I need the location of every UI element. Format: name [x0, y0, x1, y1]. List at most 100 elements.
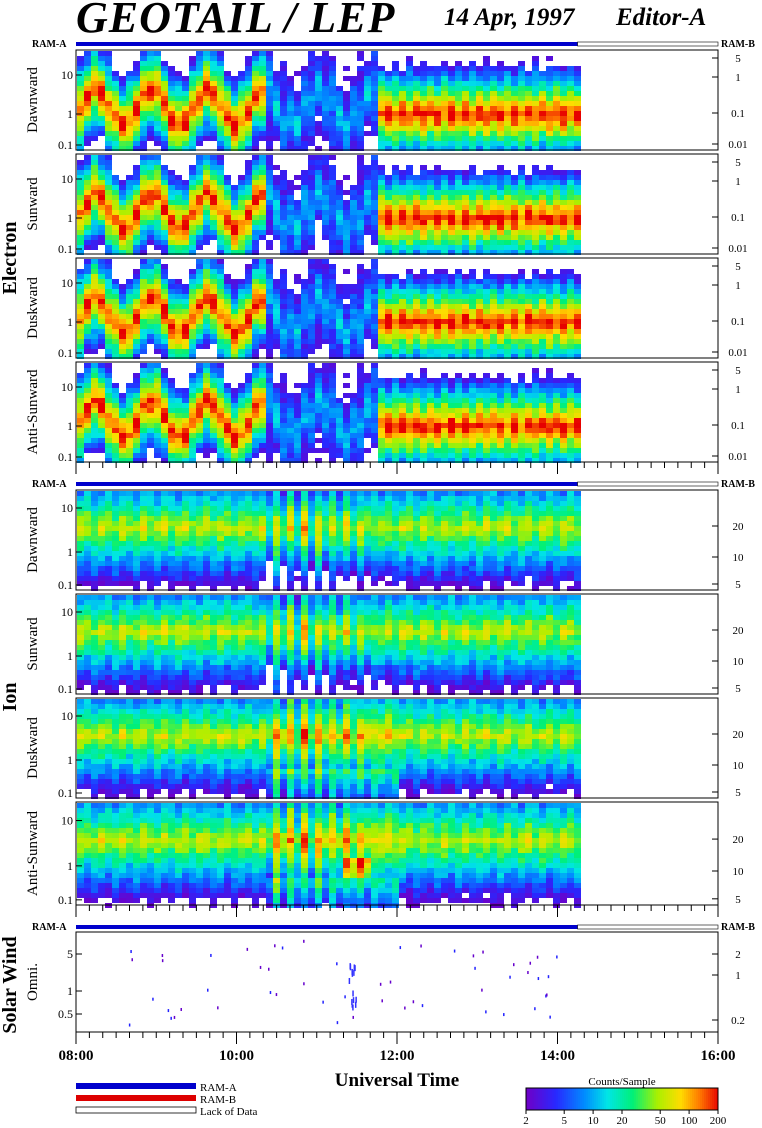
figure-editor: Editor-A: [616, 4, 707, 31]
legend-ram-b-swatch: [76, 1095, 196, 1101]
y-tick-label: 0.1: [58, 346, 73, 360]
spectrogram-cells: [77, 51, 581, 151]
y-tick-label: 0.1: [58, 893, 73, 907]
colorbar-tick-label: 50: [655, 1115, 667, 1127]
y-tick-label: 5: [67, 947, 73, 961]
y2-tick-label: 1: [735, 970, 741, 982]
colorbar-title: Counts/Sample: [588, 1076, 655, 1088]
spectrogram-cells: [77, 259, 581, 359]
legend-ram-a-swatch: [76, 1083, 196, 1089]
ram-b-label: RAM-B: [721, 479, 755, 490]
x-tick-label: 12:00: [380, 1048, 415, 1064]
y-tick-label: 1: [67, 545, 73, 559]
ram-a-label: RAM-A: [32, 479, 67, 490]
figure-title: GEOTAIL / LEP: [76, 0, 396, 42]
panel-frame: [75, 49, 719, 151]
y-tick-label: 1: [67, 649, 73, 663]
y-tick-label: 1: [67, 984, 73, 998]
y2-tick-label: 2: [735, 949, 741, 961]
y-tick-label: 0.1: [58, 786, 73, 800]
y2-tick-label: 0.1: [731, 108, 745, 120]
y2-tick-label: 5: [735, 365, 741, 377]
lack-of-data-bar: [577, 41, 719, 47]
y2-tick-label: 0.01: [728, 451, 747, 463]
y2-tick-label: 1: [735, 384, 741, 396]
y2-tick-label: 0.01: [728, 347, 747, 359]
panel-label: Sunward: [25, 177, 41, 231]
y2-tick-label: 5: [735, 683, 741, 695]
x-axis-label: Universal Time: [335, 1070, 459, 1091]
y-tick-label: 10: [61, 68, 73, 82]
ram-a-label: RAM-A: [32, 922, 67, 933]
ram-a-bar: [76, 925, 578, 929]
legend-ram-b-label: RAM-B: [200, 1094, 236, 1106]
lack-of-data-bar: [577, 924, 719, 930]
y-tick-label: 1: [67, 859, 73, 873]
x-tick-label: 10:00: [219, 1048, 254, 1064]
x-tick-label: 14:00: [540, 1048, 575, 1064]
panel-label: Anti-Sunward: [25, 369, 41, 454]
y-tick-label: 0.1: [58, 242, 73, 256]
y2-tick-label: 1: [735, 72, 741, 84]
spectrogram-cells: [77, 803, 581, 908]
ram-b-label: RAM-B: [721, 39, 755, 50]
spectrogram-cells: [77, 491, 581, 591]
group-label-electron: Electron: [0, 222, 21, 295]
panel-frame: [75, 153, 719, 255]
lack-of-data-bar: [577, 481, 719, 487]
colorbar-tick-label: 100: [681, 1115, 698, 1127]
x-tick-label: 16:00: [701, 1048, 736, 1064]
y2-tick-label: 0.2: [731, 1015, 745, 1027]
y-tick-label: 10: [61, 276, 73, 290]
y-tick-label: 0.1: [58, 450, 73, 464]
panel-label: Dawnward: [25, 507, 41, 573]
colorbar-tick-label: 10: [588, 1115, 600, 1127]
y2-tick-label: 0.01: [728, 243, 747, 255]
y-tick-label: 1: [67, 315, 73, 329]
y2-tick-label: 10: [733, 656, 745, 668]
panel-label: Anti-Sunward: [25, 811, 41, 896]
y2-tick-label: 10: [733, 866, 745, 878]
colorbar-tick-label: 5: [561, 1115, 567, 1127]
y2-tick-label: 20: [733, 729, 745, 741]
x-tick-label: 08:00: [59, 1048, 94, 1064]
legend-lack-swatch: [75, 1106, 197, 1114]
y2-tick-label: 0.1: [731, 316, 745, 328]
colorbar-tick-label: 200: [710, 1115, 727, 1127]
panel-label: Omni.: [25, 963, 41, 1001]
y2-tick-label: 5: [735, 579, 741, 591]
spectrogram-cells: [77, 699, 581, 799]
y-tick-label: 10: [61, 605, 73, 619]
y2-tick-label: 5: [735, 787, 741, 799]
colorbar-gradient: [526, 1088, 719, 1110]
panel-label: Duskward: [25, 717, 41, 779]
y-tick-label: 0.1: [58, 138, 73, 152]
y-tick-label: 1: [67, 107, 73, 121]
solar-wind-points: [128, 939, 558, 1027]
y2-tick-label: 1: [735, 176, 741, 188]
colorbar-tick-label: 2: [523, 1115, 529, 1127]
y2-tick-label: 0.1: [731, 420, 745, 432]
y2-tick-label: 5: [735, 894, 741, 906]
y-tick-label: 10: [61, 172, 73, 186]
y-tick-label: 10: [61, 709, 73, 723]
y2-tick-label: 5: [735, 261, 741, 273]
ram-b-label: RAM-B: [721, 922, 755, 933]
group-label-solar_wind: Solar Wind: [0, 936, 21, 1033]
y-tick-label: 1: [67, 211, 73, 225]
panel-frame: [75, 697, 719, 799]
y2-tick-label: 0.01: [728, 139, 747, 151]
y2-tick-label: 0.1: [731, 212, 745, 224]
y2-tick-label: 10: [733, 760, 745, 772]
y2-tick-label: 5: [735, 157, 741, 169]
y2-tick-label: 5: [735, 53, 741, 65]
panel-label: Duskward: [25, 277, 41, 339]
y-tick-label: 1: [67, 419, 73, 433]
y-tick-label: 10: [61, 380, 73, 394]
group-label-ion: Ion: [0, 683, 21, 712]
y-tick-label: 10: [61, 501, 73, 515]
colorbar-tick-label: 20: [617, 1115, 629, 1127]
ram-a-bar: [76, 482, 578, 486]
spectrogram-cells: [77, 363, 581, 463]
